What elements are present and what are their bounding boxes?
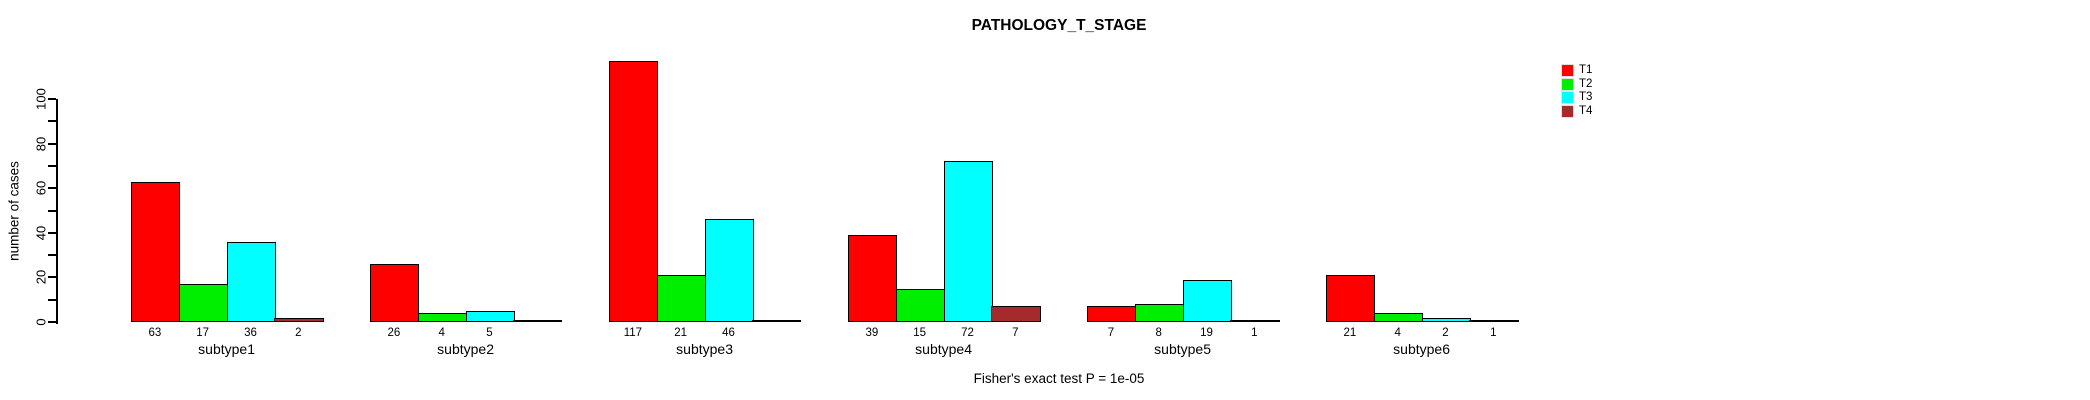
bar-t3 [1421, 317, 1471, 322]
category-label: subtype5 [1154, 341, 1212, 357]
bar-t4-zero [752, 320, 802, 322]
bar-t4 [1469, 319, 1519, 322]
bar-value-label: 72 [961, 327, 974, 339]
bar-value-label: 7 [1107, 327, 1115, 339]
bar-t2 [895, 288, 946, 322]
bar-t1 [609, 61, 659, 322]
bar-t1 [131, 181, 181, 322]
bar-value-label: 21 [674, 327, 688, 339]
chart-title: PATHOLOGY_T_STAGE [971, 17, 1147, 34]
bar-value-label: 26 [387, 327, 401, 339]
bar-t3 [226, 241, 276, 322]
annotation-text: Fisher's exact test P = 1e-05 [973, 371, 1145, 386]
y-axis-tick [47, 164, 56, 167]
y-axis-tick-label: 60 [33, 180, 49, 196]
bar-value-label: 15 [913, 327, 927, 339]
bar-t4 [1230, 319, 1280, 322]
bar-value-label: 1 [1251, 327, 1258, 339]
bar-t3 [1182, 279, 1232, 322]
y-axis-title: number of cases [6, 161, 22, 261]
y-axis-line [55, 99, 58, 324]
y-axis-tick [47, 98, 56, 100]
legend-label: T1 [1579, 64, 1593, 76]
bar-value-label: 21 [1343, 327, 1357, 339]
bar-t2 [417, 313, 468, 322]
bar-t2 [178, 284, 229, 322]
category-label: subtype4 [915, 341, 973, 357]
y-axis-tick [47, 231, 56, 234]
legend-label: T4 [1579, 104, 1593, 117]
bar-t1 [848, 235, 898, 322]
bar-value-label: 5 [486, 327, 493, 339]
y-axis-tick-label: 80 [33, 136, 49, 151]
bar-t1 [1326, 275, 1376, 322]
bar-value-label: 1 [1490, 327, 1497, 339]
bar-t3 [704, 219, 754, 322]
bar-value-label: 2 [1442, 327, 1449, 339]
legend-swatch-t2 [1561, 77, 1574, 91]
bar-value-label: 4 [1394, 327, 1401, 339]
y-axis-tick [47, 254, 56, 257]
legend-item-t1: T1 [1561, 64, 1593, 77]
legend-swatch-t4 [1561, 104, 1574, 118]
y-axis-tick [47, 276, 56, 279]
bar-value-label: 7 [1012, 327, 1019, 339]
category-label: subtype6 [1393, 341, 1451, 357]
bar-value-label: 117 [623, 327, 643, 339]
legend-swatch-t3 [1561, 91, 1574, 104]
bar-t1 [1087, 306, 1137, 322]
legend-item-t4: T4 [1561, 104, 1593, 118]
legend: T1 T2 T3 T4 [1561, 64, 1593, 119]
bar-value-label: 39 [865, 327, 879, 339]
bar-value-label: 2 [295, 327, 302, 339]
y-axis-tick [47, 120, 56, 123]
y-axis-tick [47, 321, 56, 323]
bar-t4-zero [513, 320, 563, 322]
category-label: subtype1 [198, 341, 256, 357]
bar-value-label: 17 [196, 327, 210, 339]
bar-t3 [465, 310, 515, 322]
bar-t4 [274, 317, 324, 322]
y-axis-tick [47, 142, 56, 145]
y-axis-tick-label: 0 [33, 318, 49, 326]
bar-value-label: 46 [722, 327, 735, 339]
y-axis-tick [47, 298, 56, 301]
bar-value-label: 19 [1200, 327, 1213, 339]
legend-swatch-t1 [1561, 64, 1574, 77]
bar-t1 [370, 264, 420, 322]
y-axis-tick [47, 187, 56, 190]
category-label: subtype3 [676, 341, 734, 357]
bar-t3 [943, 161, 993, 322]
y-axis-tick-label: 20 [33, 270, 49, 285]
bar-value-label: 4 [438, 327, 445, 339]
bar-value-label: 8 [1155, 327, 1162, 339]
bar-t2 [656, 275, 707, 322]
bar-value-label: 63 [148, 327, 162, 339]
bar-t2 [1134, 304, 1185, 322]
bar-t4 [991, 306, 1041, 322]
bar-t2 [1373, 313, 1424, 322]
bar-value-label: 36 [244, 327, 257, 339]
y-axis-tick [47, 209, 56, 212]
legend-label: T3 [1579, 91, 1593, 103]
legend-item-t3: T3 [1561, 91, 1593, 104]
legend-label: T2 [1579, 77, 1593, 90]
legend-item-t2: T2 [1561, 77, 1593, 91]
category-label: subtype2 [437, 341, 495, 357]
y-axis-tick-label: 100 [33, 88, 49, 110]
y-axis-tick-label: 40 [33, 225, 49, 241]
